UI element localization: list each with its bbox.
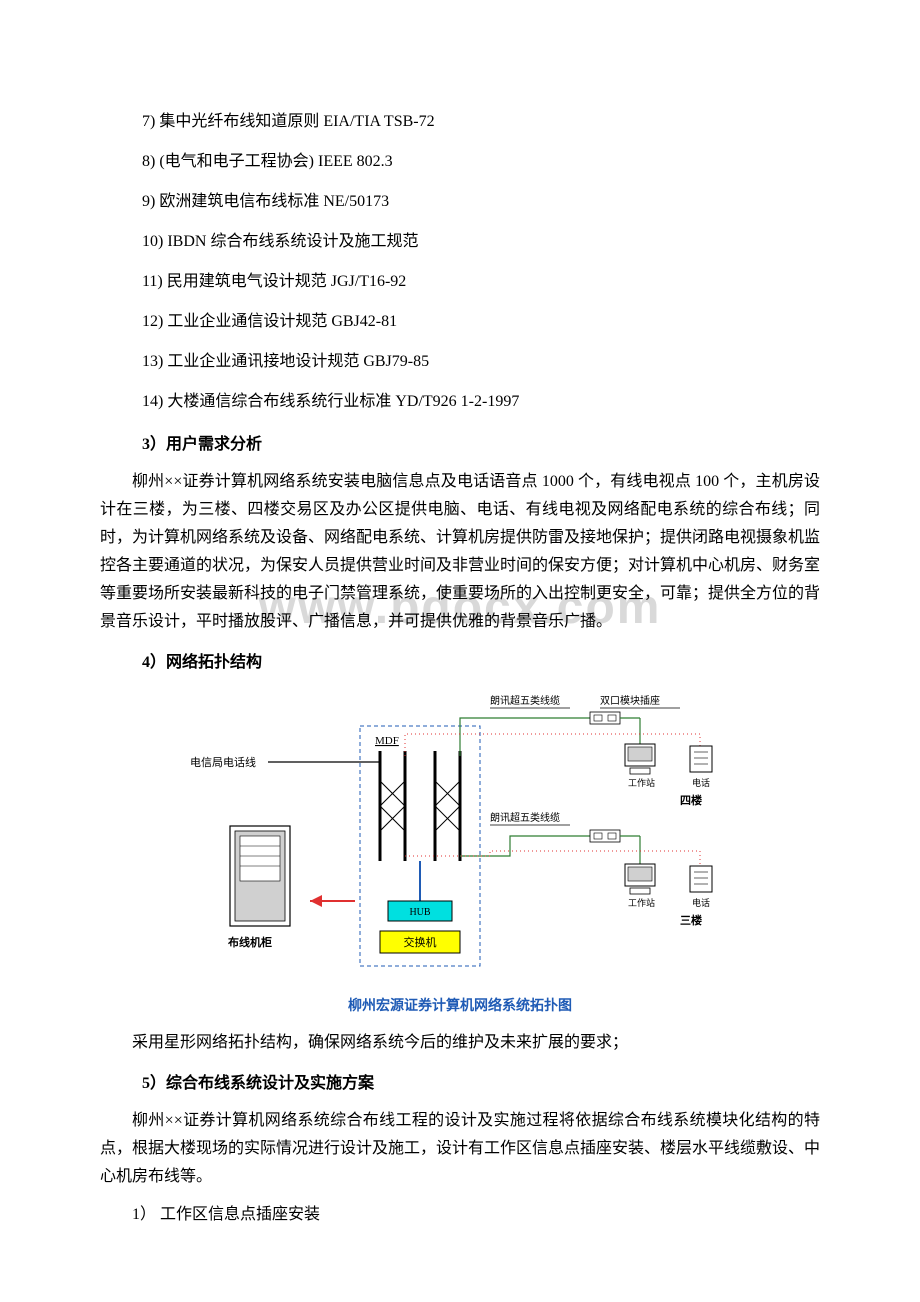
label-phone-3: 电话 xyxy=(692,897,710,908)
document-body: 7) 集中光纤布线知道原则 EIA/TIA TSB-72 8) (电气和电子工程… xyxy=(100,110,820,1229)
label-cabinet: 布线机柜 xyxy=(228,935,272,949)
list-item-7: 7) 集中光纤布线知道原则 EIA/TIA TSB-72 xyxy=(100,110,820,134)
label-socket: 双口模块插座 xyxy=(600,694,660,707)
label-cable-mid: 朗讯超五类线缆 xyxy=(490,811,560,824)
label-ws-4: 工作站 xyxy=(628,777,655,788)
label-floor4: 四楼 xyxy=(680,793,702,807)
list-item-13: 13) 工业企业通讯接地设计规范 GBJ79-85 xyxy=(100,350,820,374)
diagram-caption: 柳州宏源证券计算机网络系统拓扑图 xyxy=(100,995,820,1015)
list-item-9: 9) 欧洲建筑电信布线标准 NE/50173 xyxy=(100,190,820,214)
label-telecom: 电信局电话线 xyxy=(190,755,256,769)
label-ws-3: 工作站 xyxy=(628,897,655,908)
list-item-8: 8) (电气和电子工程协会) IEEE 802.3 xyxy=(100,150,820,174)
paragraph-after-diagram: 采用星形网络拓扑结构，确保网络系统今后的维护及未来扩展的要求； xyxy=(100,1029,820,1057)
heading-3: 3）用户需求分析 xyxy=(100,430,820,454)
paragraph-3: 柳州××证券计算机网络系统安装电脑信息点及电话语音点 1000 个，有线电视点 … xyxy=(100,468,820,636)
list-item-12: 12) 工业企业通信设计规范 GBJ42-81 xyxy=(100,310,820,334)
label-mdf: MDF xyxy=(375,735,399,747)
label-cable-top: 朗讯超五类线缆 xyxy=(490,694,560,707)
list-item-14: 14) 大楼通信综合布线系统行业标准 YD/T926 1-2-1997 xyxy=(100,390,820,414)
label-phone-4: 电话 xyxy=(692,777,710,788)
list-item-11: 11) 民用建筑电气设计规范 JGJ/T16-92 xyxy=(100,270,820,294)
network-topology-diagram: 电信局电话线 布线机柜 MDF xyxy=(180,686,740,981)
heading-5: 5）综合布线系统设计及实施方案 xyxy=(100,1069,820,1093)
label-switch: 交换机 xyxy=(404,935,437,949)
paragraph-5: 柳州××证券计算机网络系统综合布线工程的设计及实施过程将依据综合布线系统模块化结… xyxy=(100,1107,820,1191)
label-hub: HUB xyxy=(409,907,430,918)
label-floor3: 三楼 xyxy=(680,913,702,927)
heading-4: 4）网络拓扑结构 xyxy=(100,648,820,672)
list-item-10: 10) IBDN 综合布线系统设计及施工规范 xyxy=(100,230,820,254)
paragraph-5-1: 1） 工作区信息点插座安装 xyxy=(100,1201,820,1229)
